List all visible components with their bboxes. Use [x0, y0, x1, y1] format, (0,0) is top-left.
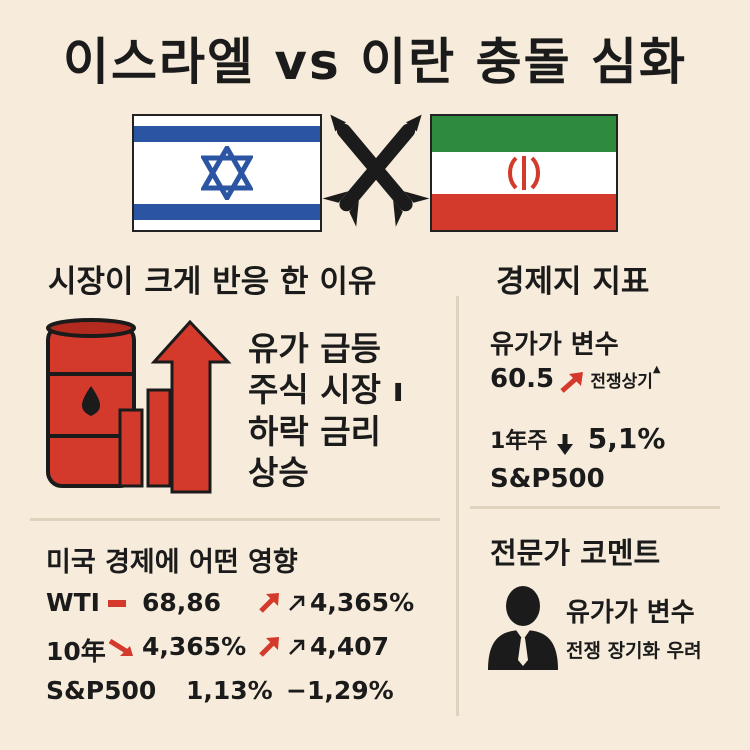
row-label: 10年: [46, 637, 106, 666]
row-value-1: 1,13%: [186, 676, 273, 705]
row-value-1: 4,365%: [142, 632, 247, 661]
year-label: 1年주: [490, 429, 548, 454]
row-value-2: 4,365%: [310, 588, 415, 617]
horizontal-divider-left: [30, 518, 440, 521]
reason-item: 주식 시장 ı: [248, 369, 404, 410]
dash-icon: [108, 600, 126, 607]
year-value: 5,1%: [587, 422, 666, 455]
oil-barrel-rising-chart-icon: [46, 318, 232, 494]
row-label: WTI: [46, 588, 100, 617]
person-avatar-icon: [488, 586, 558, 670]
reason-item: 유가 급등: [248, 329, 381, 368]
row-label: S&P500: [46, 676, 157, 705]
year-row: 1年주 5,1%: [490, 422, 665, 456]
text-cursor-icon: ı: [392, 370, 404, 410]
vertical-divider: [456, 296, 459, 716]
oil-note: 전쟁상기: [590, 372, 653, 392]
page-title: 이스라엘 vs 이란 충돌 심화: [63, 33, 687, 91]
sp500-label: S&P500: [490, 464, 605, 494]
expert-comment-heading: 전문가 코멘트: [490, 536, 661, 570]
arrow-up-right-red-icon: [259, 593, 279, 613]
star-of-david-icon: [201, 146, 253, 200]
oil-value-row: 60.5 전쟁상기▲: [490, 364, 661, 400]
economic-indicators-heading: 경제지 지표: [496, 264, 650, 300]
table-row: WTI 68,86 4,365%: [46, 588, 446, 620]
reason-item-text: 주식 시장: [248, 370, 381, 410]
table-row: S&P500 1,13% −1,29%: [46, 676, 446, 708]
arrow-down-right-red-icon: [108, 638, 133, 656]
us-economy-heading: 미국 경제에 어떤 영향: [46, 547, 298, 578]
row-value-2: −1,29%: [286, 676, 394, 705]
crossed-missiles-icon: [322, 114, 430, 227]
reason-item: 상승: [248, 452, 309, 492]
horizontal-divider-right: [470, 506, 720, 509]
market-reaction-heading: 시장이 크게 반응 한 이유: [48, 264, 377, 300]
arrow-up-right-icon: [289, 639, 305, 655]
oil-value: 60.5: [490, 364, 555, 394]
arrow-up-right-icon: [560, 371, 584, 393]
reasons-list: 유가 급등 주식 시장 ı 하락 금리 상승: [248, 328, 404, 493]
arrow-down-icon: [556, 433, 573, 455]
israel-flag: [132, 114, 322, 232]
row-value-2: 4,407: [310, 632, 390, 661]
oil-variable-label: 유가가 변수: [490, 330, 619, 360]
iran-emblem-icon: [508, 156, 540, 190]
iran-flag: [430, 114, 618, 232]
expert-comment-line1: 유가가 변수: [566, 598, 695, 628]
row-value-1: 68,86: [142, 588, 222, 617]
reason-item: 하락 금리: [248, 411, 381, 451]
oil-note-mark: ▲: [652, 364, 661, 375]
expert-comment-line2: 전쟁 장기화 우려: [566, 640, 702, 662]
arrow-up-right-red-icon: [259, 637, 279, 657]
arrow-up-right-icon: [289, 595, 305, 611]
table-row: 10年 4,365% 4,407: [46, 632, 446, 666]
